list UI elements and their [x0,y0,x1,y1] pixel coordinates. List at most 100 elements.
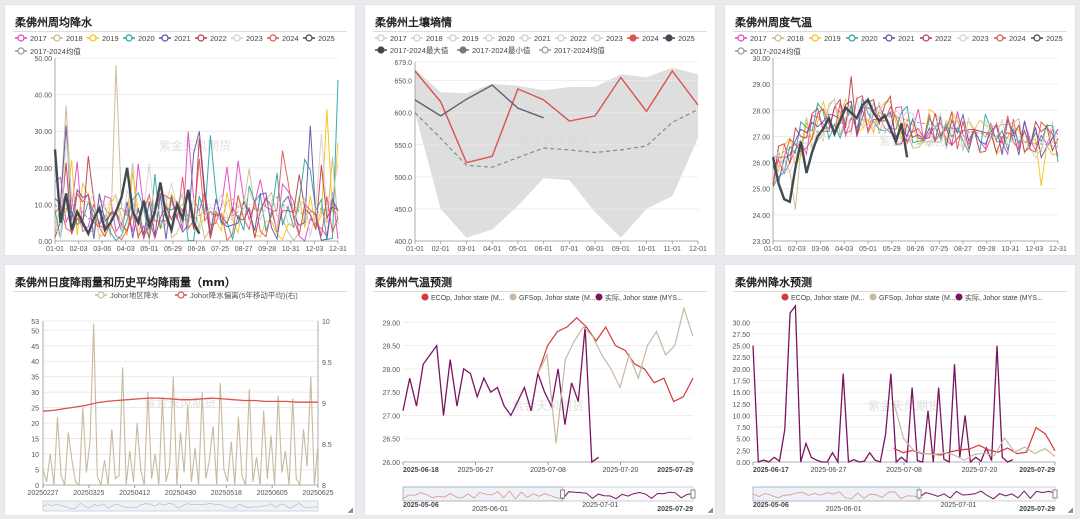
x-tick-label: 08-27 [235,246,253,253]
x-tick-label: 2025-06-18 [403,467,439,474]
y-tick-label: 29.00 [752,82,770,89]
x-tick-label: 12-31 [329,246,347,253]
y-tick-label: 23.00 [752,239,770,246]
panel-title: 柔佛州气温预测 [375,276,452,289]
legend-marker [541,46,549,54]
legend-label: 2021 [534,34,551,43]
y-tick-label: 15.00 [732,390,750,397]
range-slider-window [752,486,920,502]
range-slider-handle [1052,489,1058,499]
range-slider-handle [560,489,565,499]
x-tick-label: 03-01 [458,246,476,253]
y-tick-label: 15 [31,437,39,444]
series-line-2025 [771,97,909,204]
series-line-2022 [54,138,339,241]
legend-label: 2018 [66,34,83,43]
x-tick-label: 05-01 [509,246,527,253]
legend-label: 2017-2024均值 [554,45,605,55]
x-tick-label: 20250605 [257,490,288,497]
legend-label: GFSop, Johor state (M... [519,295,596,302]
resize-corner-icon[interactable]: ◢ [347,507,353,514]
panel-soil-moisture: 柔佛州土壤墒情 2017 2018 2019 2020 2021 2022 2023 2024… [364,4,716,256]
legend-label: 2023 [972,34,989,43]
legend-marker [197,34,205,42]
chart-weekly-rain: 2017 2018 2019 2020 2021 2022 2023 2024 2025 2017… [15,34,347,253]
legend-label: 2022 [570,34,587,43]
y-tick-label: 29.00 [382,320,400,327]
x-tick-label: 12-03 [1025,246,1043,253]
legend-marker [959,34,967,42]
slider-label: 2025-05-06 [753,502,789,509]
y-tick-label: 10 [31,452,39,459]
legend-marker [17,47,25,55]
y-tick-label: 10.00 [34,202,52,209]
series-line-2024 [772,94,1059,184]
resize-corner-icon[interactable]: ◢ [707,507,713,514]
y2-tick-label: 10 [322,319,330,326]
x-tick-label: 2025-07-08 [530,467,566,474]
legend-label: 2024 [282,34,299,43]
legend-label: 2023 [606,34,623,43]
y-tick-label: 0 [35,483,39,490]
x-tick-label: 20250430 [165,490,196,497]
series-line-2023 [54,133,339,240]
legend-marker [89,34,97,42]
watermark: 紫金天风期货 [519,133,591,148]
watermark: 紫金天风期货 [159,138,231,153]
y-tick-label: 20.00 [732,367,750,374]
x-tick-label: 2025-06-27 [811,467,847,474]
legend-marker [269,34,277,42]
series-line-2025 [414,84,544,119]
range-slider-handle [690,489,696,499]
series-line-johor-deviation [42,397,318,412]
y-tick-label: 20.00 [34,166,52,173]
slider-label: 2025-05-06 [403,502,439,509]
series-line-2023 [772,96,1059,173]
x-tick-label: 2025-06-27 [458,467,494,474]
x-tick-label: 02-03 [70,246,88,253]
legend-marker [509,293,517,301]
series-line-gfsop [537,306,694,444]
legend-label: 2022 [935,34,952,43]
legend-marker [177,291,185,299]
title-divider [13,31,347,32]
x-tick-label: 10-31 [1002,246,1020,253]
legend-label: 2017 [750,34,767,43]
legend-marker [737,47,745,55]
x-tick-label: 12-01 [689,246,707,253]
y-tick-label: 650.0 [394,79,412,86]
panel-weekly-rain: 柔佛州周均降水 2017 2018 2019 2020 2021 2022 2023 2024… [4,4,356,256]
x-tick-label: 20250518 [211,490,242,497]
y-tick-label: 24.00 [752,213,770,220]
legend-label: 2018 [426,34,443,43]
x-tick-label: 08-27 [954,246,972,253]
legend-label: 2019 [824,34,841,43]
y-tick-label: 22.50 [732,355,750,362]
x-tick-label: 11-01 [664,246,681,253]
legend-label: 2025 [1046,34,1063,43]
y-tick-label: 25.00 [732,344,750,351]
panel-title: 柔佛州日度降雨量和历史平均降雨量（mm） [15,276,236,289]
y-tick-label: 28.00 [382,367,400,374]
series-line-actual [752,304,1014,465]
y-tick-label: 27.50 [382,390,400,397]
legend-label: 2017-2024最小值 [472,45,531,55]
y-tick-label: 10.00 [732,413,750,420]
x-tick-label: 20250412 [119,490,150,497]
y-tick-label: 25 [31,406,39,413]
y-tick-label: 26.00 [382,460,400,467]
watermark: 紫金天风期货 [868,398,940,413]
legend-marker [413,34,421,42]
legend-label: Johor降水偏离(5年移动平均)(右) [190,290,298,300]
legend-label: 2020 [498,34,515,43]
x-tick-label: 20250325 [73,490,104,497]
y-tick-label: 45 [31,344,39,351]
x-tick-label: 01-01 [764,246,782,253]
y-tick-label: 30.00 [34,129,52,136]
resize-corner-icon[interactable]: ◢ [1067,507,1073,514]
legend-marker [521,34,529,42]
legend-marker [848,34,856,42]
y-tick-label: 40.00 [34,93,52,100]
legend-label: 2019 [462,34,479,43]
panel-temp-forecast: 柔佛州气温预测 ECOp, Johor state (M... GFSop, Jo… [364,264,716,516]
